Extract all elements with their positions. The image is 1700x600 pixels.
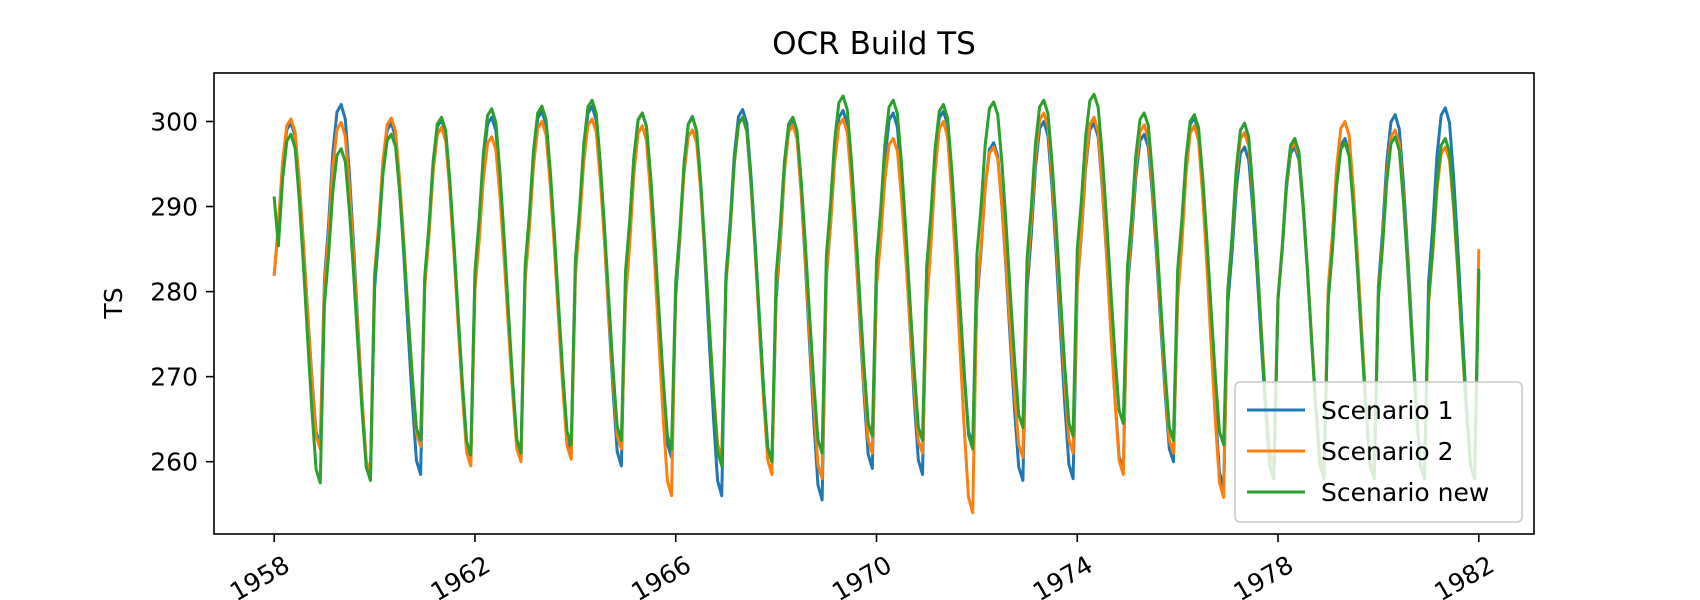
y-axis-label: TS bbox=[99, 287, 128, 319]
x-tick-label: 1962 bbox=[426, 550, 496, 600]
legend-label-2: Scenario 2 bbox=[1321, 437, 1454, 466]
plot-frame bbox=[213, 72, 1535, 535]
x-tick-label: 1970 bbox=[827, 550, 897, 600]
x-tick-label: 1982 bbox=[1429, 550, 1499, 600]
y-axis: 260 270 280 290 300 bbox=[150, 107, 214, 477]
x-tick-label: 1978 bbox=[1229, 550, 1299, 600]
legend: Scenario 1 Scenario 2 Scenario new bbox=[1234, 381, 1523, 523]
y-tick-label: 260 bbox=[150, 448, 198, 477]
series-layer bbox=[272, 92, 1481, 515]
chart-title: OCR Build TS bbox=[772, 26, 976, 62]
legend-label-3: Scenario new bbox=[1321, 478, 1489, 507]
x-tick-label: 1958 bbox=[225, 550, 295, 600]
y-tick-label: 280 bbox=[150, 278, 198, 307]
x-tick-label: 1966 bbox=[626, 550, 696, 600]
y-tick-label: 270 bbox=[150, 363, 198, 392]
y-tick-label: 300 bbox=[150, 107, 198, 136]
x-axis: 1958 1962 1966 1970 1974 1978 1982 bbox=[225, 534, 1499, 600]
legend-box bbox=[1234, 381, 1523, 523]
legend-label-1: Scenario 1 bbox=[1321, 396, 1454, 425]
y-tick-label: 290 bbox=[150, 193, 198, 222]
x-tick-label: 1974 bbox=[1028, 550, 1098, 600]
series-line-3 bbox=[272, 92, 1481, 485]
